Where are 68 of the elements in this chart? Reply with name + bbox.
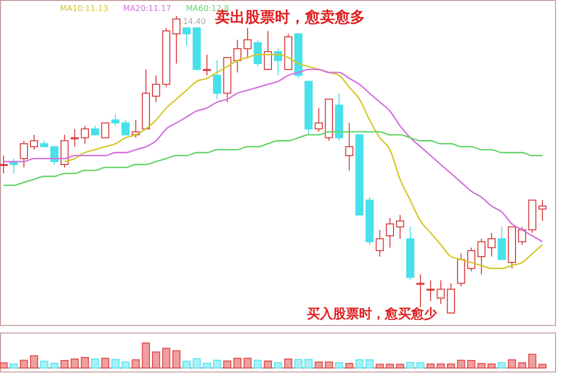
bar [457, 360, 466, 368]
candlestick [416, 274, 424, 308]
bar [80, 357, 89, 368]
bar [426, 364, 435, 368]
bar [538, 364, 546, 368]
bar [335, 362, 344, 368]
candlestick [213, 60, 222, 100]
bar [467, 360, 476, 368]
bar [20, 360, 28, 368]
bar [528, 354, 536, 368]
text: MA20:11.17 [123, 4, 172, 13]
bar [396, 364, 404, 368]
bar [406, 362, 414, 368]
bar [508, 359, 516, 368]
bar [111, 359, 120, 368]
bar [122, 362, 130, 368]
bar [284, 358, 292, 368]
bar [416, 362, 424, 368]
bar [477, 363, 486, 368]
annotation: 14.40 [182, 17, 206, 26]
bar [213, 360, 222, 368]
bar [70, 358, 79, 368]
text: MA60:12.8 [186, 4, 230, 13]
candlestick [396, 214, 404, 240]
bar [50, 362, 58, 368]
bar [345, 363, 354, 368]
bar [518, 362, 526, 368]
bar [498, 362, 506, 368]
text: MA10:11.13 [60, 4, 108, 13]
annotation: 买入股票时，愈买愈少 [307, 306, 438, 322]
bar [446, 364, 455, 368]
bar [274, 362, 282, 368]
bar [40, 360, 48, 368]
bar [60, 360, 69, 368]
bar [30, 355, 38, 368]
bar [254, 360, 262, 368]
bar [132, 359, 140, 368]
candlestick [538, 200, 546, 222]
bar [488, 364, 496, 368]
bar [436, 364, 445, 368]
candlestick [488, 232, 496, 258]
bar [91, 358, 100, 368]
bar [264, 360, 272, 368]
bar [10, 364, 18, 368]
bar [192, 358, 201, 368]
bar [376, 364, 384, 368]
bar [162, 348, 170, 368]
bar [202, 362, 211, 368]
bar [182, 360, 191, 368]
candlestick [345, 122, 354, 171]
candlestick [152, 74, 160, 103]
bar [366, 359, 374, 368]
bar [324, 362, 333, 368]
bar [152, 352, 160, 368]
bar [142, 342, 150, 368]
bar [386, 364, 394, 368]
bar [355, 359, 364, 368]
candlestick [386, 217, 394, 248]
bar [294, 359, 302, 368]
candlestick [376, 229, 384, 258]
bar [0, 362, 8, 368]
bar [172, 350, 180, 368]
bar [304, 359, 313, 368]
bar [314, 362, 323, 368]
bar [244, 358, 252, 368]
bar [223, 360, 232, 368]
bar [233, 358, 242, 368]
bar [101, 358, 110, 368]
